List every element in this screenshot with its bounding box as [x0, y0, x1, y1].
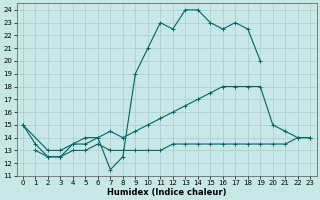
X-axis label: Humidex (Indice chaleur): Humidex (Indice chaleur)	[107, 188, 226, 197]
